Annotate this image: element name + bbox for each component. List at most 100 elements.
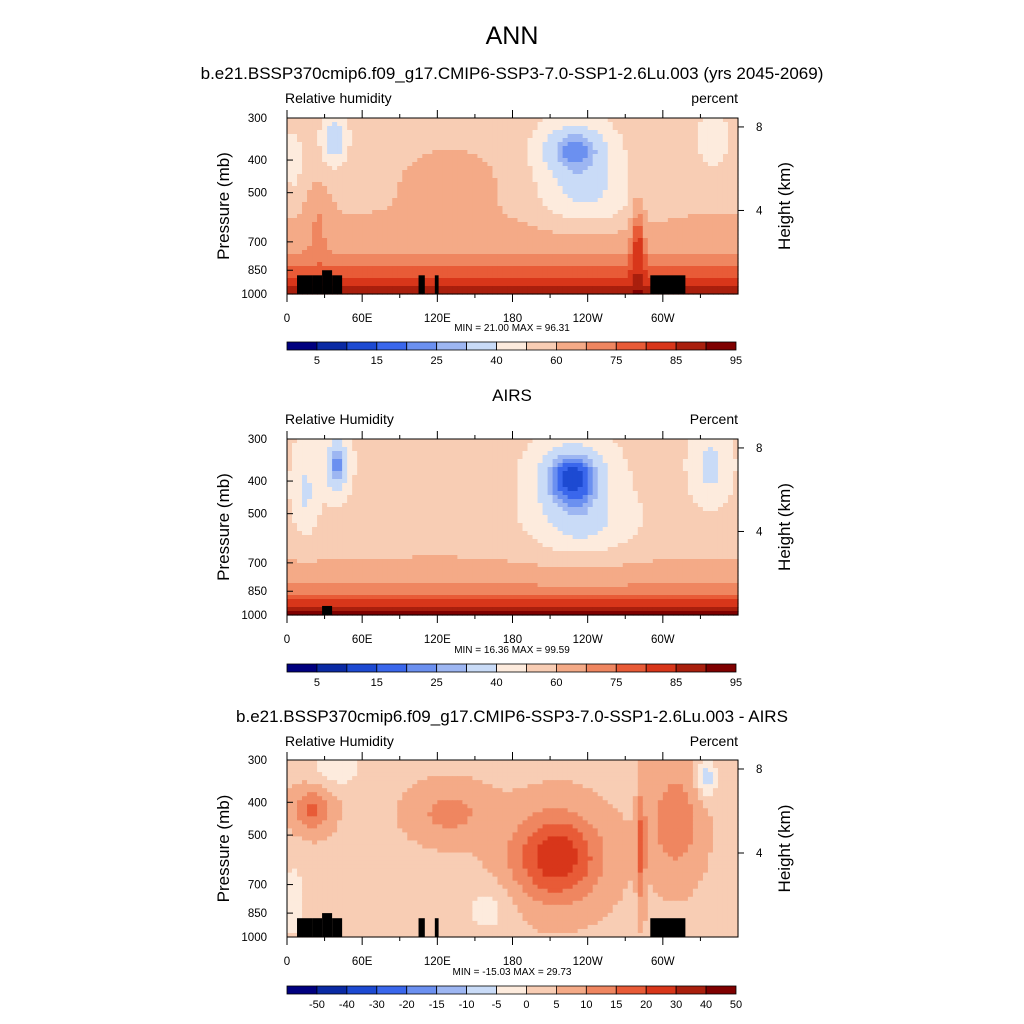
heatmap-cell [537, 471, 544, 476]
heatmap-cell [592, 174, 599, 179]
heatmap-cell [662, 170, 669, 175]
heatmap-cell [437, 238, 443, 243]
heatmap-cell [567, 290, 574, 295]
heatmap-cell [457, 154, 463, 159]
heatmap-cell [707, 254, 714, 259]
heatmap-cell [532, 447, 539, 452]
heatmap-cell [567, 230, 574, 235]
heatmap-cell [532, 234, 539, 239]
heatmap-cell [337, 194, 343, 199]
heatmap-cell [542, 202, 549, 207]
heatmap-cell [412, 443, 418, 448]
heatmap-cell [502, 142, 509, 147]
heatmap-cell [322, 250, 328, 255]
heatmap-cell [442, 246, 448, 251]
heatmap-cell [562, 142, 569, 147]
heatmap-cell [287, 463, 293, 468]
heatmap-cell [522, 154, 529, 159]
heatmap-cell [442, 178, 448, 183]
heatmap-cell [487, 463, 494, 468]
heatmap-cell [287, 234, 293, 239]
heatmap-cell [492, 467, 499, 472]
heatmap-cell [582, 238, 589, 243]
heatmap-cell [317, 178, 323, 183]
heatmap-cell [622, 162, 629, 167]
heatmap-cell [622, 242, 629, 247]
heatmap-cell [732, 190, 739, 195]
heatmap-cell [407, 226, 413, 231]
heatmap-cell [462, 230, 468, 235]
heatmap-cell [677, 150, 684, 155]
heatmap-cell [327, 218, 333, 223]
heatmap-cell [612, 150, 619, 155]
heatmap-cell [332, 266, 338, 271]
heatmap-cell [617, 266, 624, 271]
heatmap-cell [462, 451, 468, 456]
heatmap-cell [362, 479, 368, 484]
heatmap-cell [592, 258, 599, 263]
heatmap-cell [712, 198, 719, 203]
heatmap-cell [462, 447, 468, 452]
heatmap-cell [377, 134, 383, 139]
heatmap-cell [687, 202, 694, 207]
heatmap-cell [337, 198, 343, 203]
heatmap-cell [517, 166, 524, 171]
heatmap-cell [392, 210, 398, 215]
heatmap-cell [292, 258, 298, 263]
heatmap-cell [552, 278, 559, 283]
heatmap-cell [617, 463, 624, 468]
heatmap-cell [697, 258, 704, 263]
heatmap-cell [492, 118, 499, 123]
heatmap-cell [317, 154, 323, 159]
heatmap-cell [592, 234, 599, 239]
heatmap-cell [607, 214, 614, 219]
heatmap-cell [442, 286, 448, 291]
heatmap-cell [502, 238, 509, 243]
heatmap-cell [432, 463, 438, 468]
heatmap-cell [587, 174, 594, 179]
heatmap-cell [542, 194, 549, 199]
heatmap-cell [547, 182, 554, 187]
heatmap-cell [482, 455, 489, 460]
heatmap-cell [537, 290, 544, 295]
heatmap-cell [612, 234, 619, 239]
heatmap-cell [492, 166, 499, 171]
heatmap-cell [707, 158, 714, 163]
heatmap-cell [697, 443, 704, 448]
heatmap-cell [502, 218, 509, 223]
heatmap-cell [517, 122, 524, 127]
heatmap-cell [492, 138, 499, 143]
heatmap-cell [497, 146, 504, 151]
heatmap-cell [317, 186, 323, 191]
heatmap-cell [457, 178, 463, 183]
heatmap-cell [492, 226, 499, 231]
heatmap-cell [632, 210, 639, 215]
heatmap-cell [602, 475, 609, 480]
heatmap-cell [307, 210, 313, 215]
heatmap-cell [297, 130, 303, 135]
heatmap-cell [687, 154, 694, 159]
heatmap-cell [547, 270, 554, 275]
heatmap-cell [612, 447, 619, 452]
heatmap-cell [482, 234, 489, 239]
heatmap-cell [442, 222, 448, 227]
heatmap-cell [317, 162, 323, 167]
heatmap-cell [522, 234, 529, 239]
heatmap-cell [352, 210, 358, 215]
heatmap-cell [457, 146, 463, 151]
heatmap-cell [357, 286, 363, 291]
heatmap-cell [397, 214, 403, 219]
heatmap-cell [317, 250, 323, 255]
heatmap-cell [397, 150, 403, 155]
heatmap-cell [347, 222, 353, 227]
heatmap-cell [502, 278, 509, 283]
heatmap-cell [372, 270, 378, 275]
heatmap-cell [312, 451, 318, 456]
heatmap-cell [332, 170, 338, 175]
heatmap-cell [722, 198, 729, 203]
heatmap-cell [377, 202, 383, 207]
heatmap-cell [682, 158, 689, 163]
heatmap-cell [367, 250, 373, 255]
heatmap-cell [722, 162, 729, 167]
heatmap-cell [377, 194, 383, 199]
